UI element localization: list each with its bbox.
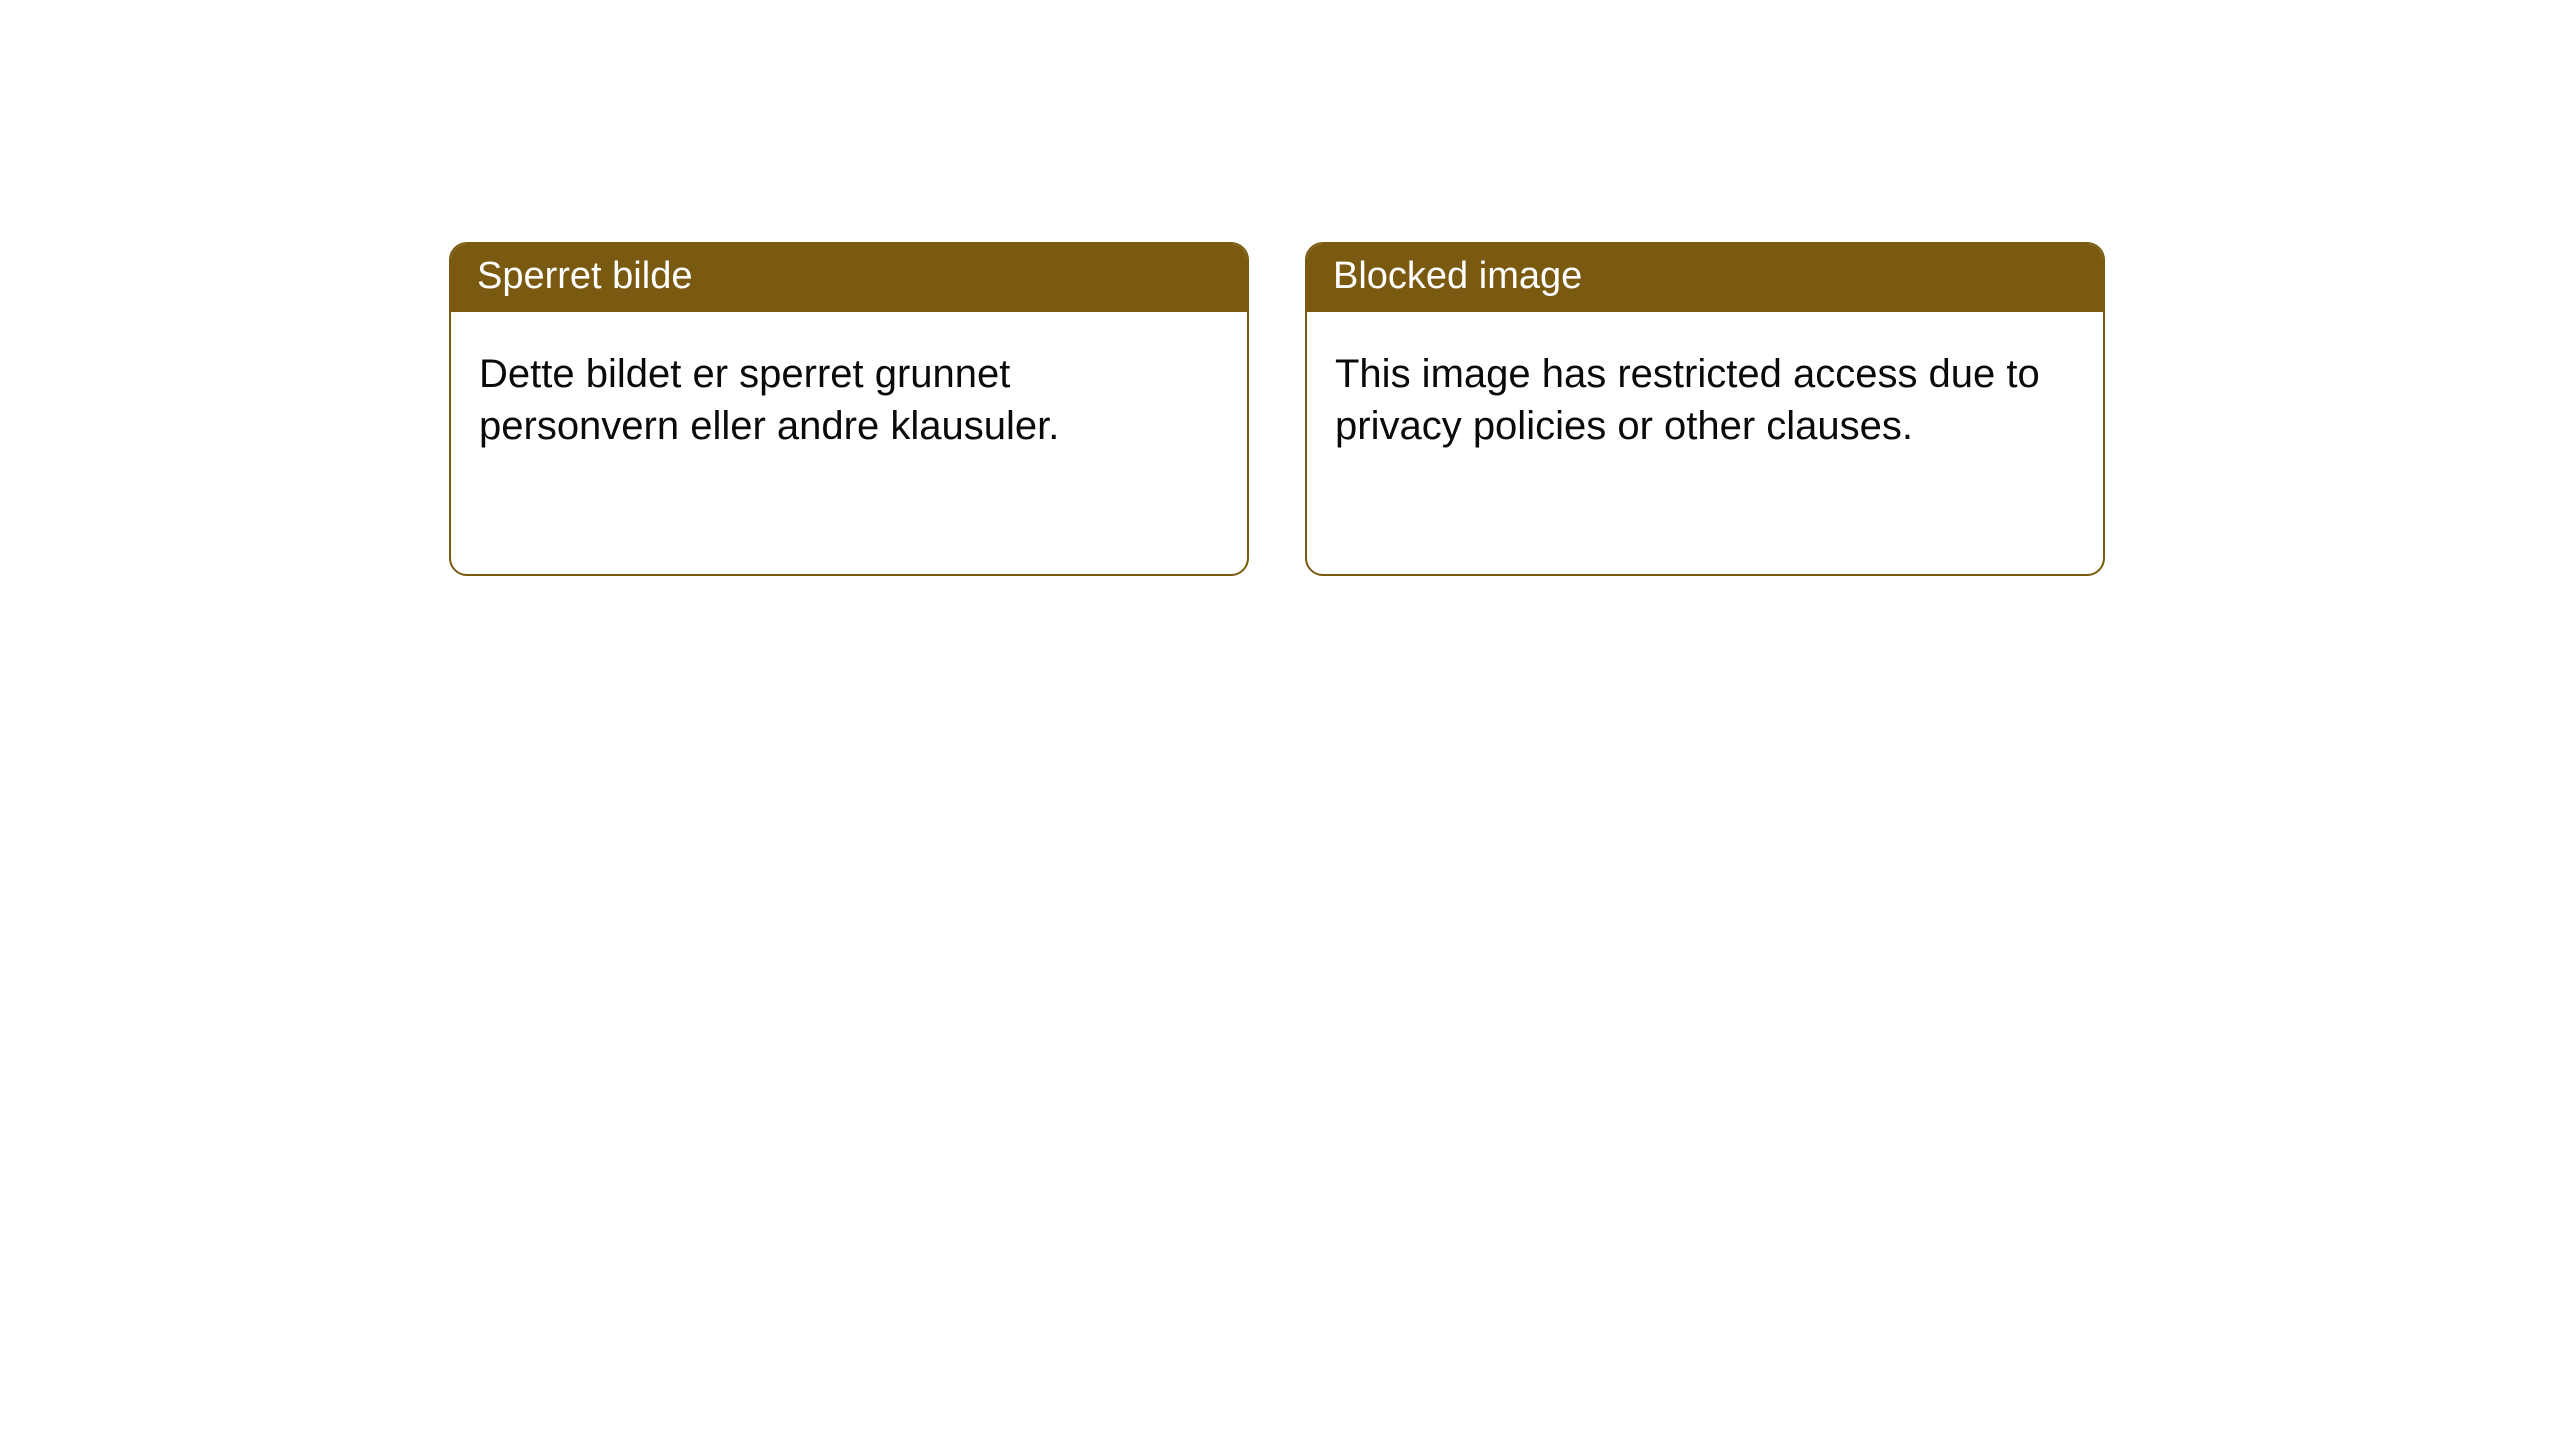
card-header: Sperret bilde bbox=[451, 244, 1247, 312]
notice-cards-container: Sperret bilde Dette bildet er sperret gr… bbox=[0, 0, 2560, 576]
blocked-image-card-en: Blocked image This image has restricted … bbox=[1305, 242, 2105, 576]
card-header: Blocked image bbox=[1307, 244, 2103, 312]
card-body: Dette bildet er sperret grunnet personve… bbox=[451, 312, 1247, 488]
card-body: This image has restricted access due to … bbox=[1307, 312, 2103, 488]
blocked-image-card-no: Sperret bilde Dette bildet er sperret gr… bbox=[449, 242, 1249, 576]
